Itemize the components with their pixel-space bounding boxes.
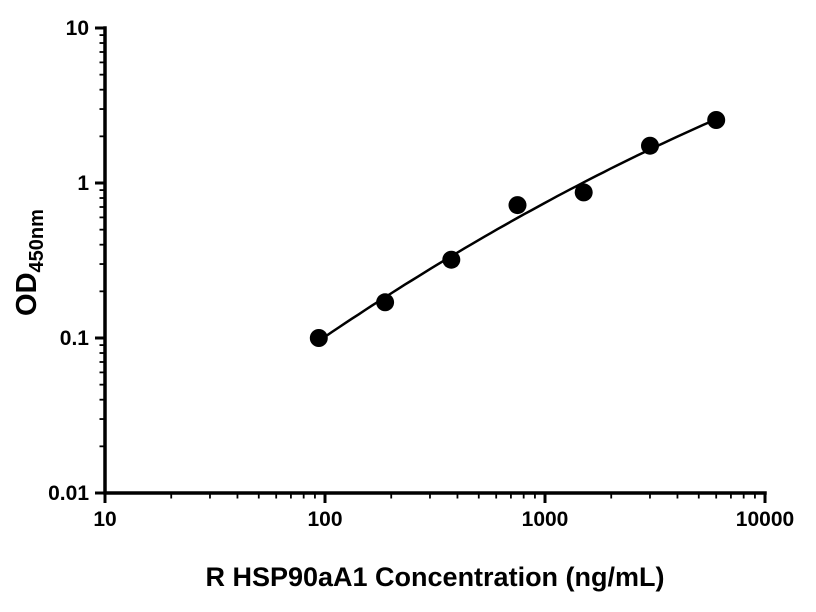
x-tick-label: 1000 bbox=[522, 508, 569, 531]
y-tick-label: 10 bbox=[66, 17, 89, 40]
y-tick-label: 0.1 bbox=[60, 327, 90, 350]
x-tick-label: 10000 bbox=[736, 508, 794, 531]
x-tick-label: 10 bbox=[93, 508, 116, 531]
data-point bbox=[574, 183, 593, 202]
data-point bbox=[641, 136, 659, 155]
minor-ticks bbox=[99, 34, 756, 499]
y-tick-label: 0.01 bbox=[48, 482, 89, 505]
y-tick-label: 1 bbox=[77, 172, 89, 195]
tick-labels: 10 100 1000 10000 10 1 0.1 0.01 bbox=[48, 17, 794, 531]
x-axis-title: R HSP90aA1 Concentration (ng/mL) bbox=[205, 562, 664, 592]
data-point bbox=[508, 196, 527, 215]
data-point bbox=[442, 250, 461, 269]
x-tick-label: 100 bbox=[307, 508, 342, 531]
y-axis-title-subscript: 450nm bbox=[26, 209, 48, 272]
data-point bbox=[707, 111, 726, 129]
data-point bbox=[309, 329, 328, 347]
major-ticks bbox=[95, 26, 767, 503]
data-point bbox=[376, 293, 395, 312]
data-points bbox=[309, 111, 726, 347]
axes-spines bbox=[103, 26, 767, 495]
y-axis-title: OD450nm bbox=[11, 209, 48, 316]
y-axis-title-main: OD bbox=[11, 272, 43, 316]
